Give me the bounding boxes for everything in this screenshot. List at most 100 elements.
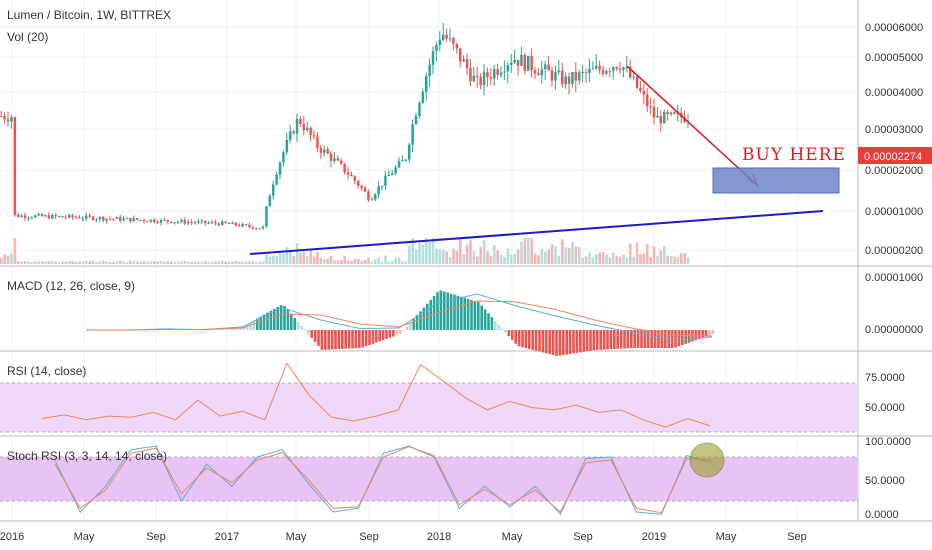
candle-body <box>231 222 234 224</box>
candle-body <box>292 131 295 134</box>
volume-bar <box>112 261 115 264</box>
time-tick: Sep <box>359 531 379 543</box>
candle-body <box>622 67 625 70</box>
candle-body <box>656 115 659 118</box>
volume-bar <box>183 260 187 264</box>
candle-body <box>646 94 649 107</box>
macd-histogram-bar <box>538 330 541 352</box>
candle-body <box>241 224 244 227</box>
macd-pane <box>86 290 715 356</box>
macd-histogram-bar <box>293 317 296 330</box>
candle-body <box>452 38 455 44</box>
macd-histogram-bar <box>279 305 283 330</box>
candle-body <box>516 59 520 66</box>
candle-body <box>272 184 275 196</box>
volume-bar <box>3 254 6 264</box>
stoch-d-line <box>54 446 713 514</box>
candle-body <box>438 39 442 45</box>
resistance-line[interactable] <box>626 65 758 186</box>
volume-bar <box>68 261 71 264</box>
candle-body <box>224 221 227 223</box>
candle-body <box>520 54 523 66</box>
macd-histogram-bar <box>480 305 483 330</box>
volume-bar <box>176 261 180 264</box>
volume-bar <box>438 249 442 264</box>
volume-bar <box>210 261 214 264</box>
time-tick: Sep <box>573 531 593 543</box>
volume-bar <box>646 244 649 264</box>
volume-bar <box>306 255 309 264</box>
stoch-axis[interactable]: 100.0000 50.0000 0.0000 <box>865 436 911 521</box>
price-tick: 0.00000200 <box>865 245 923 257</box>
candle-body <box>190 221 193 223</box>
candle-body <box>384 175 387 186</box>
macd-histogram-bar <box>419 311 422 330</box>
candle-body <box>156 222 159 224</box>
candle-body <box>37 214 40 216</box>
macd-histogram-bar <box>687 330 691 343</box>
volume-bar <box>469 239 472 264</box>
macd-histogram-bar <box>351 330 354 349</box>
volume-bar <box>550 244 554 264</box>
stoch-tick: 0.0000 <box>865 509 899 521</box>
volume-bar <box>57 261 61 264</box>
candle-body <box>244 224 248 226</box>
macd-histogram-bar <box>201 329 205 331</box>
volume-bar <box>258 261 261 264</box>
volume-bar <box>47 260 51 264</box>
volume-bar <box>656 256 659 264</box>
volume-bar <box>105 261 108 264</box>
macd-histogram-bar <box>463 297 466 330</box>
candle-body <box>64 217 68 219</box>
volume-bar <box>170 261 173 264</box>
candle-body <box>180 220 183 222</box>
candle-body <box>95 219 98 221</box>
candle-body <box>200 220 204 222</box>
candle-body <box>567 76 571 84</box>
macd-histogram-bar <box>330 330 334 350</box>
macd-histogram-bar <box>504 330 507 333</box>
macd-axis[interactable]: 0.00001000 0.00000000 <box>865 272 923 336</box>
volume-bar <box>312 256 316 264</box>
stoch-rsi-label: Stoch RSI (3, 3, 14, 14, close) <box>7 449 167 463</box>
volume-bar <box>547 249 550 264</box>
macd-histogram-bar <box>208 329 211 331</box>
macd-histogram-bar <box>517 330 521 347</box>
volume-bar <box>289 249 292 264</box>
time-axis[interactable]: 2016 May Sep 2017 May Sep 2018 May Sep 2… <box>0 531 807 543</box>
candle-body <box>380 185 384 187</box>
volume-bar <box>353 258 357 264</box>
volume-bar <box>384 255 387 264</box>
candle-body <box>659 115 663 124</box>
macd-histogram-bar <box>368 330 371 346</box>
stoch-tick: 50.0000 <box>865 475 905 487</box>
trend-line[interactable] <box>249 210 824 255</box>
volume-bar <box>244 261 248 264</box>
candle-body <box>166 220 170 222</box>
candle-body <box>397 161 401 168</box>
candle-body <box>44 215 47 217</box>
volume-bar <box>37 261 40 264</box>
volume-bar <box>173 261 176 264</box>
candle-body <box>68 215 71 218</box>
macd-histogram-bar <box>375 330 378 343</box>
macd-histogram-bar <box>317 330 320 346</box>
volume-bar <box>435 248 438 264</box>
candle-body <box>547 64 550 71</box>
macd-histogram-bar <box>579 330 582 353</box>
price-axis[interactable]: 0.00006000 0.00005000 0.00004000 0.00003… <box>865 22 923 257</box>
candle-body <box>47 215 51 219</box>
candle-body <box>333 158 336 161</box>
volume-bar <box>251 261 255 264</box>
rsi-axis[interactable]: 75.0000 50.0000 <box>865 372 905 414</box>
buy-zone[interactable] <box>712 167 840 194</box>
candle-body <box>261 226 265 229</box>
volume-bar <box>214 261 217 264</box>
candle-body <box>370 199 374 201</box>
volume-bar <box>465 244 469 264</box>
macd-histogram-bar <box>283 305 286 330</box>
candle-body <box>227 222 231 224</box>
volume-bar <box>418 243 421 264</box>
volume-bar <box>221 260 224 264</box>
